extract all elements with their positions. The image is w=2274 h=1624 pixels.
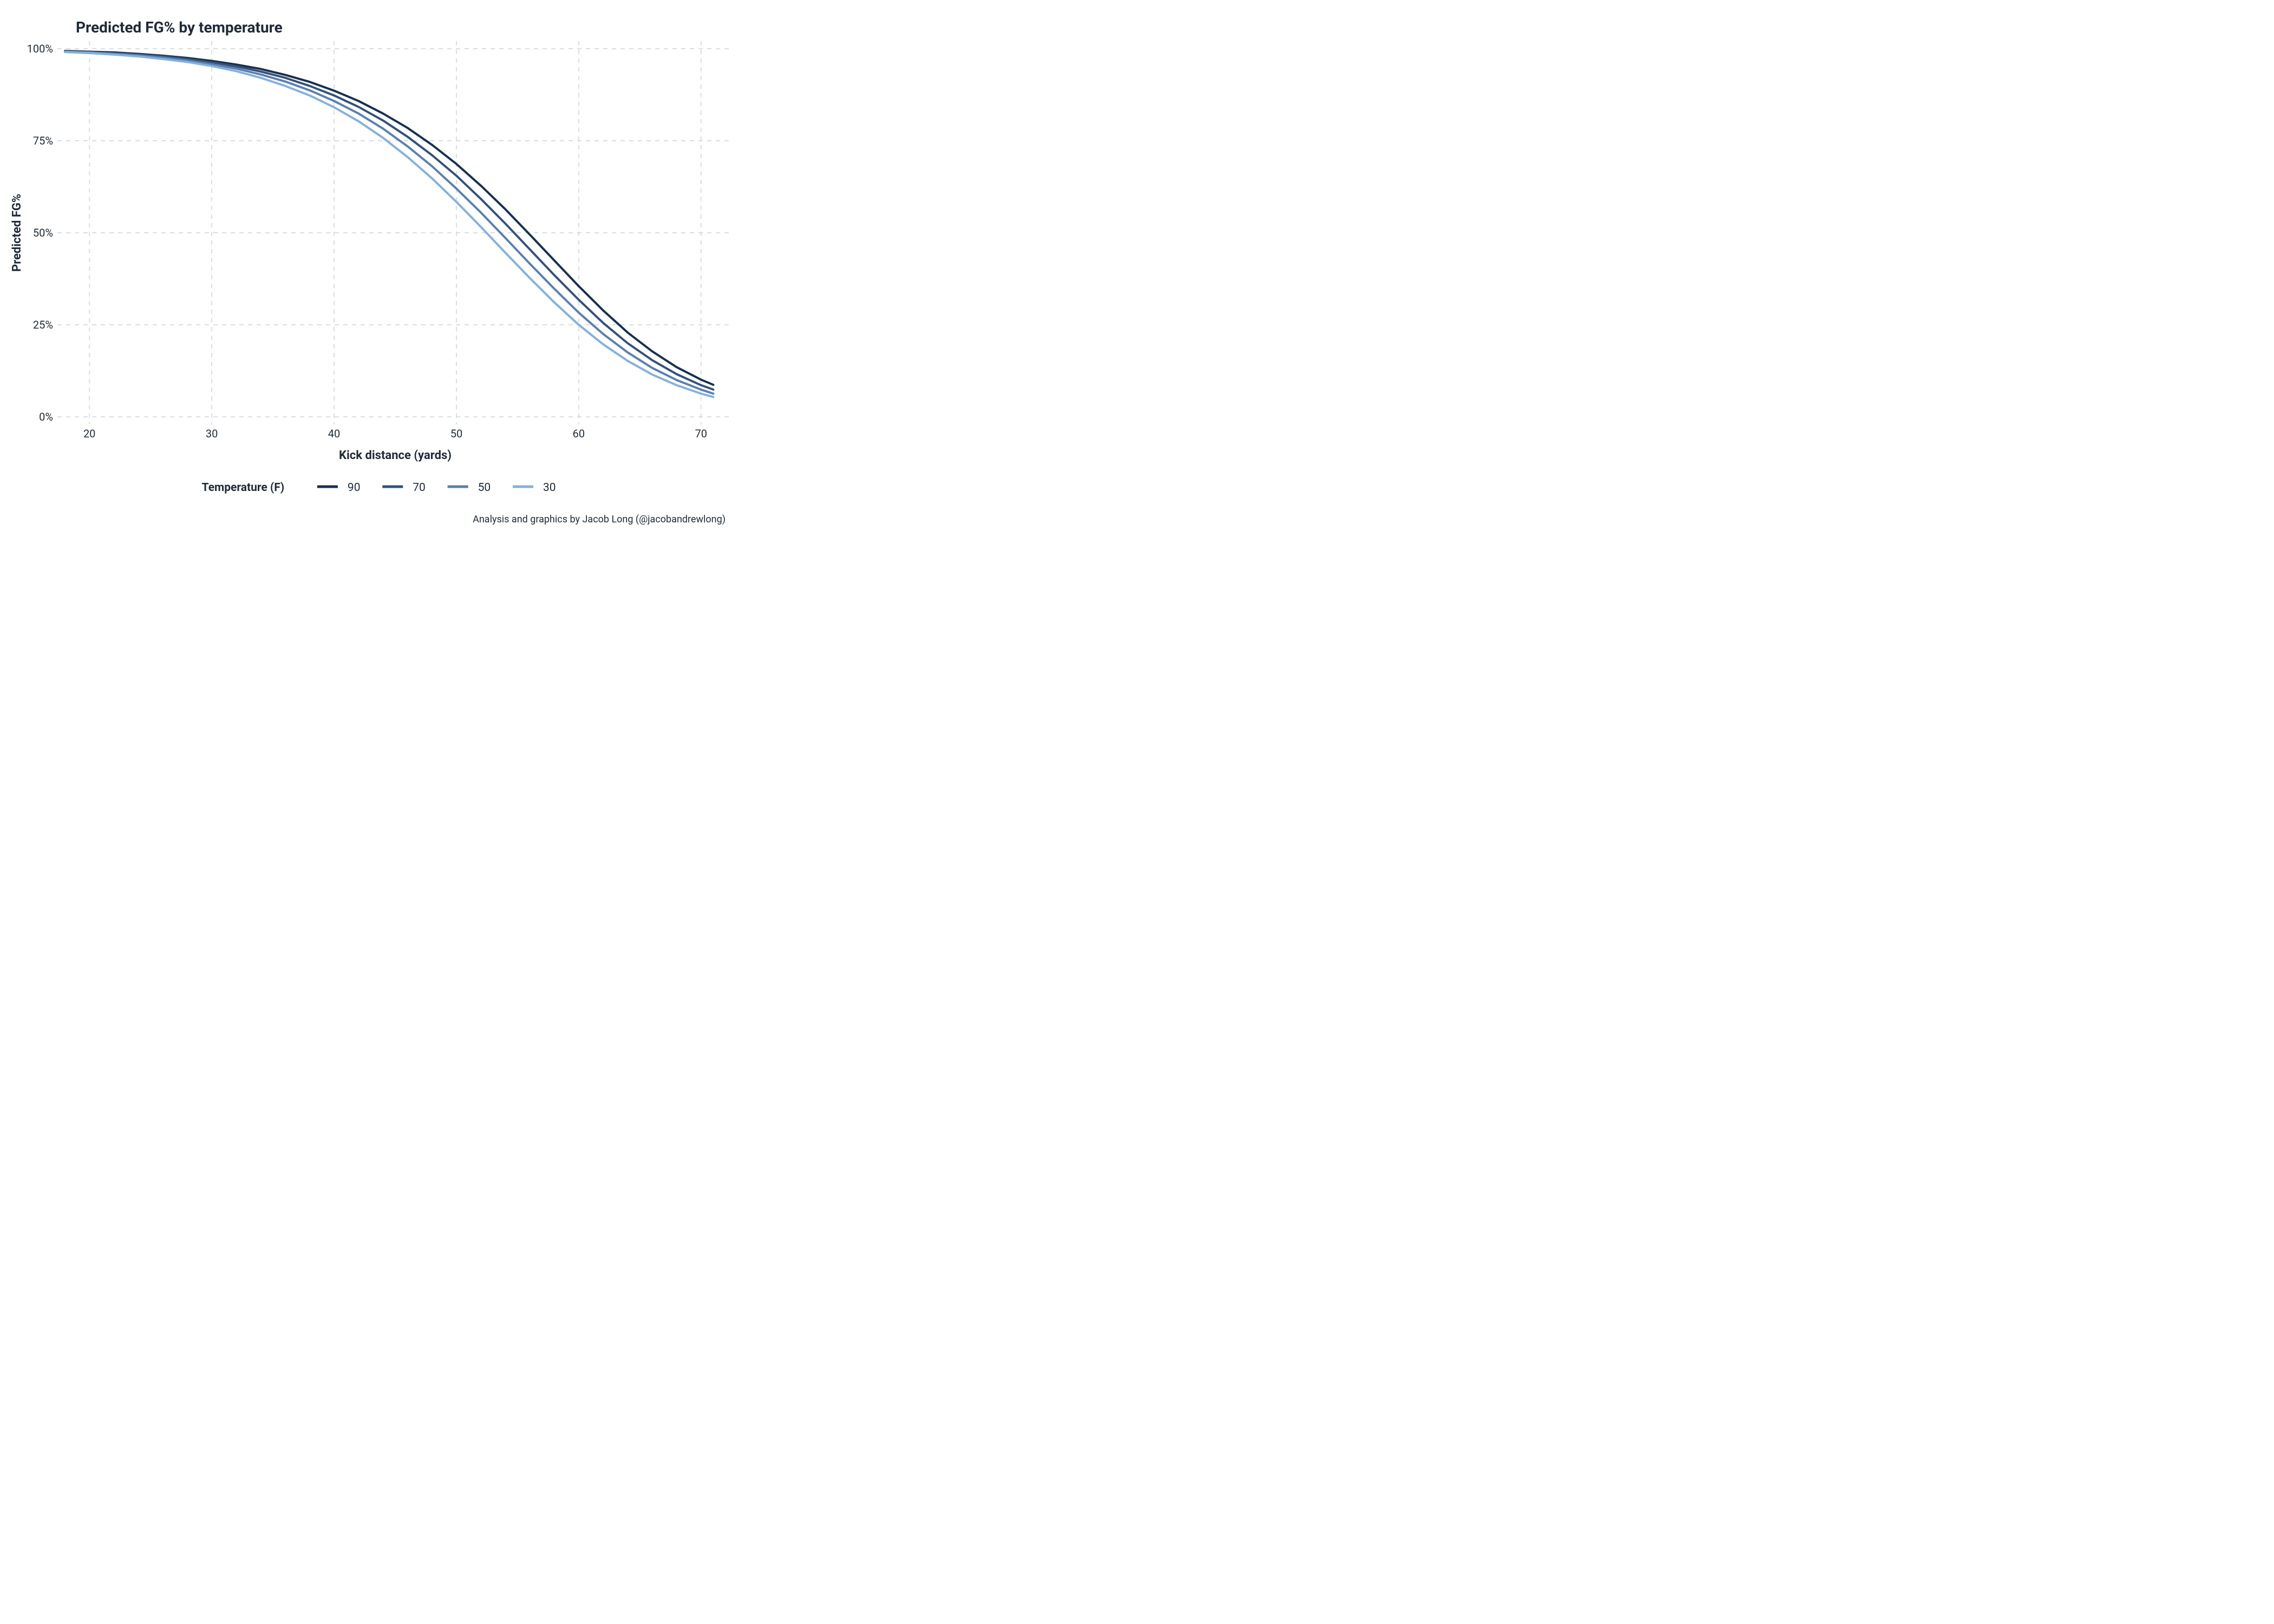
chart-title: Predicted FG% by temperature [76,18,283,36]
legend-label: 90 [348,481,361,494]
y-tick-label: 50% [33,226,53,239]
legend-swatch [382,486,403,488]
x-tick-label: 30 [206,427,218,440]
chart-container: Predicted FG% by temperature 0% 25% 50% 75% 1… [0,0,758,541]
x-tick-label: 70 [695,427,707,440]
legend-label: 50 [478,481,491,494]
caption: Analysis and graphics by Jacob Long (@ja… [473,514,726,525]
legend-label: 70 [413,481,426,494]
x-tick-label: 50 [450,427,462,440]
legend-swatch [448,486,468,488]
legend-swatch [513,486,533,488]
x-tick-label: 60 [573,427,585,440]
y-tick-label: 0% [39,410,53,423]
legend-swatch [317,486,338,488]
x-axis-label: Kick distance (yards) [339,449,452,462]
y-axis-label: Predicted FG% [10,194,24,272]
y-tick-label: 25% [33,318,53,331]
legend-label: 30 [543,481,556,494]
y-tick-label: 100% [27,42,53,55]
legend-title: Temperature (F) [202,481,285,494]
y-tick-label: 75% [33,134,53,147]
x-tick-label: 40 [328,427,340,440]
x-tick-label: 20 [83,427,95,440]
chart-svg: Predicted FG% by temperature 0% 25% 50% 75% 1… [0,0,758,541]
